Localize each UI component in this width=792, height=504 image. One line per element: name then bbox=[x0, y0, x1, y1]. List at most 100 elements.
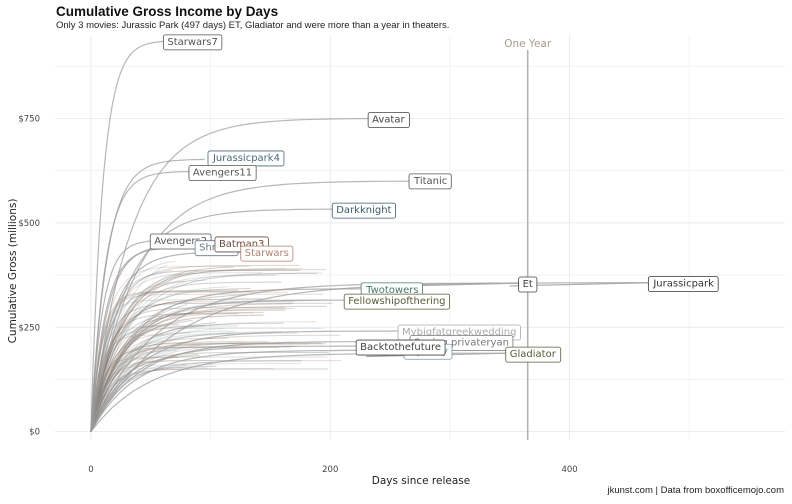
x-axis-title: Days since release bbox=[372, 475, 470, 487]
series-label-avatar: Avatar bbox=[367, 112, 410, 128]
background-series-line bbox=[90, 311, 264, 432]
grid bbox=[55, 35, 785, 440]
background-series-line bbox=[90, 362, 301, 432]
series-line-mybigfatgreekwedding bbox=[90, 330, 402, 432]
background-series-line bbox=[90, 270, 197, 432]
background-series-line bbox=[90, 334, 340, 432]
series-label-box bbox=[240, 245, 294, 262]
background-series-line bbox=[90, 322, 284, 432]
series-label-text: Darkknight bbox=[336, 205, 391, 216]
series-line-titanic bbox=[90, 180, 415, 432]
series-label-jurassicpark4: Jurassicpark4 bbox=[207, 150, 285, 167]
series-label-text: Fellowshipofthering bbox=[348, 296, 445, 307]
background-series-line bbox=[90, 325, 238, 432]
chart-title: Cumulative Gross Income by Days bbox=[56, 4, 279, 19]
background-series-line bbox=[90, 274, 277, 432]
chart-subtitle: Only 3 movies: Jurassic Park (497 days) … bbox=[56, 20, 450, 31]
background-series-line bbox=[90, 320, 193, 432]
y-tick-label: $0 bbox=[29, 428, 40, 438]
background-series-line bbox=[90, 321, 317, 432]
background-series-line bbox=[90, 355, 201, 432]
background-series-line bbox=[90, 343, 326, 432]
one-year-label: One Year bbox=[504, 38, 552, 50]
series-line-backtothefuture bbox=[90, 345, 361, 432]
background-series-line bbox=[90, 268, 303, 432]
background-series-line bbox=[90, 341, 269, 432]
background-series-line bbox=[90, 307, 285, 432]
background-series-line bbox=[90, 345, 294, 432]
series-line-avatar bbox=[90, 117, 373, 432]
background-series-line bbox=[90, 332, 298, 432]
chart-caption: jkunst.com | Data from boxofficemojo.com bbox=[607, 485, 784, 496]
series-label-gladiator: Gladiator bbox=[505, 346, 562, 363]
background-series-line bbox=[90, 356, 178, 432]
background-series-line bbox=[90, 312, 254, 432]
series-label-et: Et bbox=[518, 276, 538, 293]
background-series-line bbox=[90, 273, 183, 432]
series-label-text: Jurassicpark4 bbox=[212, 153, 280, 164]
series-label-text: Et bbox=[523, 279, 533, 290]
series-label-text: Starwars7 bbox=[167, 37, 218, 48]
series-label-fellowshipofthering: Fellowshipofthering bbox=[343, 293, 450, 310]
series-label-text: Titanic bbox=[413, 176, 447, 187]
background-series-line bbox=[90, 303, 293, 432]
background-series-line bbox=[90, 288, 251, 432]
series-label-text: Saving privateryan bbox=[414, 337, 509, 348]
background-series-line bbox=[90, 360, 342, 432]
y-tick-label: $750 bbox=[18, 115, 40, 125]
background-series-line bbox=[90, 286, 228, 432]
x-tick-label: 400 bbox=[561, 465, 577, 475]
background-series-line bbox=[90, 281, 282, 432]
y-axis-title: Cumulative Gross (millions) bbox=[7, 199, 19, 344]
background-series-line bbox=[90, 344, 201, 432]
background-series-line bbox=[90, 352, 329, 432]
background-series-line bbox=[90, 322, 216, 432]
series-label-text: Mybigfatgreekwedding bbox=[402, 327, 516, 338]
background-series-line bbox=[90, 327, 324, 432]
series-label-box bbox=[518, 276, 538, 293]
series-label-box bbox=[505, 346, 562, 363]
series-label-jurassicpark: Jurassicpark bbox=[647, 276, 719, 292]
background-series-line bbox=[90, 323, 180, 432]
background-series-line bbox=[90, 299, 329, 432]
series-label-box bbox=[343, 293, 450, 310]
background-series-line bbox=[90, 332, 234, 432]
series-label-box bbox=[162, 34, 223, 51]
background-series-line bbox=[90, 332, 259, 432]
series-label-starwars7: Starwars7 bbox=[162, 34, 223, 51]
series-line-mystery bbox=[90, 349, 408, 432]
background-series-line bbox=[90, 360, 236, 432]
series-label-box bbox=[355, 339, 446, 356]
series-line-starwars7 bbox=[90, 40, 176, 432]
background-series-line bbox=[90, 328, 223, 432]
series-label-box bbox=[647, 276, 719, 292]
y-tick-label: $500 bbox=[18, 219, 40, 229]
series-line-twotowers bbox=[90, 288, 367, 432]
series-label-text: Backtothefuture bbox=[360, 342, 441, 353]
background-series-line bbox=[90, 334, 164, 432]
series-label-box bbox=[408, 173, 452, 190]
reference-line-group: One Year bbox=[504, 38, 552, 440]
background-series-line bbox=[90, 291, 288, 432]
series-label-text: Batman3 bbox=[219, 239, 264, 250]
background-series-line bbox=[90, 272, 318, 432]
series-line-fellowshipofthering bbox=[90, 299, 349, 432]
background-series-line bbox=[90, 362, 212, 432]
background-series-line bbox=[90, 298, 263, 432]
series-label-darkknight: Darkknight bbox=[331, 202, 396, 219]
series-label-text: Twotowers bbox=[365, 285, 418, 296]
series-line-avengers11 bbox=[90, 170, 193, 432]
background-series-line bbox=[90, 341, 294, 432]
background-series-line bbox=[90, 332, 191, 432]
background-series-line bbox=[90, 314, 265, 432]
background-series-line bbox=[90, 312, 193, 432]
axis-ticks: 0 200 400 $0 $250 $500 $750 bbox=[18, 115, 577, 475]
background-series-line bbox=[90, 299, 189, 432]
background-series-line bbox=[90, 368, 274, 432]
series-label-text: Avatar bbox=[372, 115, 405, 126]
series-labels: Starwars7 Avatar Jurassicpark4 Avengers11 Ti… bbox=[149, 34, 719, 363]
series-label-backtothefuture: Backtothefuture bbox=[355, 339, 446, 356]
series-line-et bbox=[90, 282, 528, 432]
background-series-line bbox=[90, 293, 323, 432]
